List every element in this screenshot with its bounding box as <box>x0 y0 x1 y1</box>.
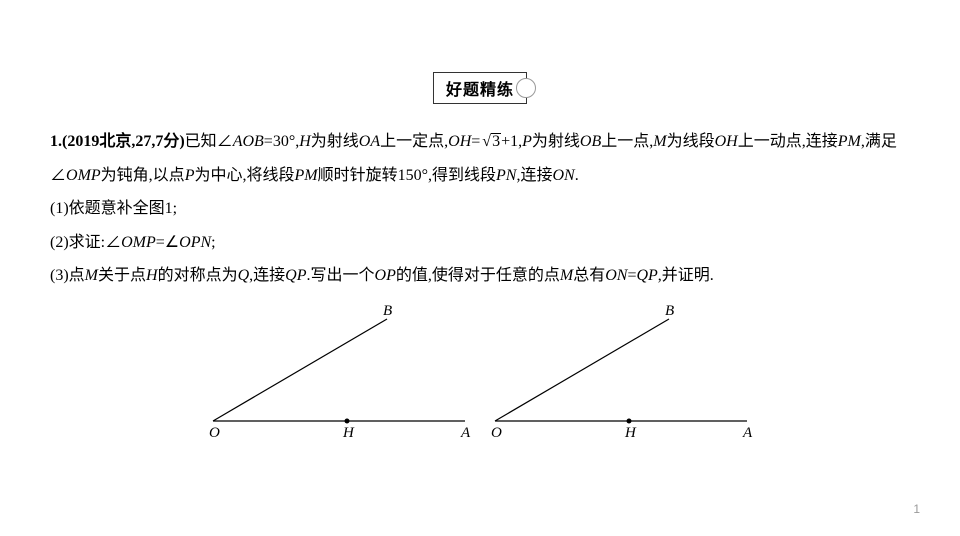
problem-source: 1.(2019北京,27,7分) <box>50 133 185 150</box>
svg-text:H: H <box>624 425 637 441</box>
banner-title: 好题精练 <box>446 82 514 99</box>
svg-text:B: B <box>665 303 674 319</box>
problem-q2: (2)求证:∠OMP=∠OPN; <box>50 226 910 260</box>
geometry-diagram: OABH图1OABH备用图 <box>185 301 775 441</box>
svg-text:B: B <box>383 303 392 319</box>
problem-stem-line1: 1.(2019北京,27,7分)已知∠AOB=30°,H为射线OA上一定点,OH… <box>50 125 910 192</box>
sqrt-expr: 3 <box>480 125 501 159</box>
problem-content: 1.(2019北京,27,7分)已知∠AOB=30°,H为射线OA上一定点,OH… <box>50 125 910 454</box>
svg-text:O: O <box>491 425 502 441</box>
figures: OABH图1OABH备用图 <box>50 301 910 454</box>
svg-text:A: A <box>460 425 471 441</box>
problem-q3: (3)点M关于点H的对称点为Q,连接QP.写出一个OP的值,使得对于任意的点M总… <box>50 259 910 293</box>
svg-text:A: A <box>742 425 753 441</box>
svg-text:H: H <box>342 425 355 441</box>
svg-text:O: O <box>209 425 220 441</box>
page-number: 1 <box>913 502 920 516</box>
section-banner: 好题精练 <box>433 72 527 104</box>
problem-q1: (1)依题意补全图1; <box>50 192 910 226</box>
